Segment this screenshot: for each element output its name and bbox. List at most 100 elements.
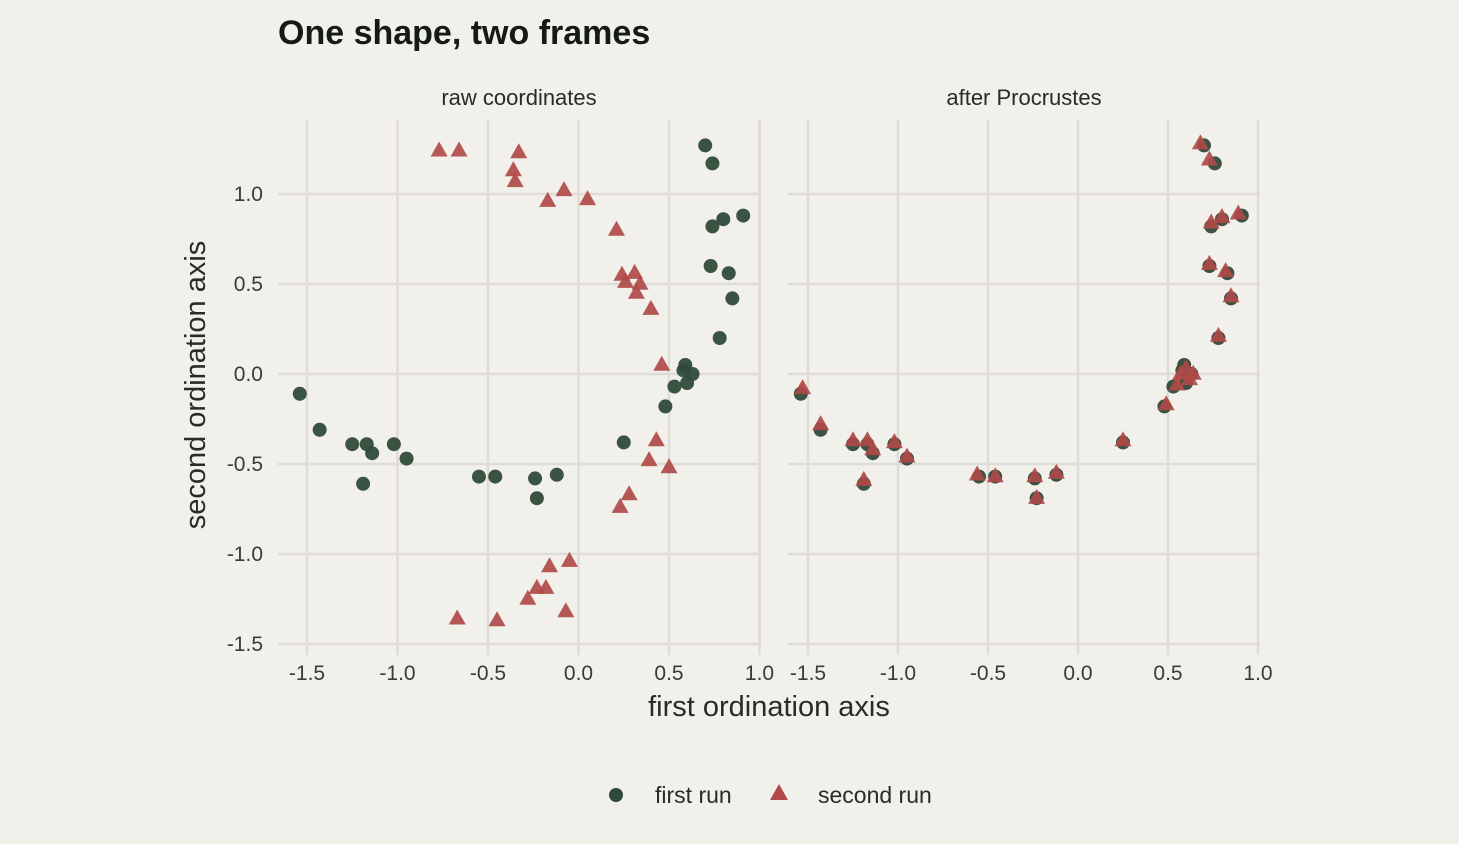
point-second-run: [519, 589, 537, 605]
point-first-run: [685, 367, 700, 381]
point-first-run: [616, 435, 631, 450]
point-first-run: [488, 469, 503, 484]
point-second-run: [1026, 467, 1044, 483]
point-second-run: [448, 609, 466, 625]
y-tick-label: -1.0: [227, 543, 263, 566]
point-second-run: [488, 611, 506, 627]
point-first-run: [356, 476, 371, 491]
point-second-run: [617, 272, 635, 288]
y-tick-label: 1.0: [234, 183, 263, 206]
point-first-run: [386, 437, 401, 452]
point-second-run: [555, 181, 573, 197]
point-second-run: [539, 191, 557, 207]
series-second-run: [794, 134, 1247, 504]
point-second-run: [510, 143, 528, 159]
point-second-run: [1168, 375, 1186, 391]
point-first-run: [703, 259, 718, 273]
x-tick-label: 0.5: [1153, 662, 1182, 685]
point-second-run: [885, 433, 903, 449]
point-second-run: [640, 451, 658, 467]
legend: first run second run: [609, 782, 932, 808]
point-second-run: [528, 578, 546, 594]
x-tick-label: -1.0: [880, 662, 916, 685]
point-second-run: [1114, 431, 1132, 447]
series-second-run: [430, 141, 678, 627]
point-second-run: [626, 263, 644, 279]
point-second-run: [560, 551, 578, 567]
point-first-run: [725, 291, 740, 306]
point-second-run: [1157, 395, 1175, 411]
point-second-run: [812, 415, 830, 431]
x-tick-label: 0.0: [1063, 662, 1092, 685]
point-first-run: [721, 266, 736, 281]
point-second-run: [1200, 150, 1218, 166]
y-tick-label: 0.5: [234, 273, 263, 296]
panel-2: after Procrustes -1.5 -1.0 -0.5 0.0 0.5 1.0: [788, 85, 1273, 685]
point-second-run: [1222, 287, 1240, 303]
point-second-run: [504, 161, 522, 177]
point-second-run: [557, 602, 575, 618]
panel-strip-label: after Procrustes: [946, 85, 1101, 110]
point-first-run: [736, 208, 751, 223]
point-second-run: [844, 431, 862, 447]
panels-layer: raw coordinates -1.5 -1.0 -0.5 0.0 0.5 1.0 -1.5…: [227, 85, 1273, 685]
point-first-run: [658, 399, 673, 414]
point-second-run: [1229, 204, 1247, 220]
x-tick-label: -0.5: [970, 662, 1006, 685]
point-second-run: [864, 440, 882, 456]
point-second-run: [1028, 488, 1046, 504]
y-axis-title: second ordination axis: [180, 241, 212, 530]
point-first-run: [365, 446, 380, 461]
point-first-run: [292, 386, 307, 401]
point-first-run: [345, 437, 360, 452]
legend-circle-icon: [609, 788, 623, 802]
point-second-run: [642, 299, 660, 315]
panel-strip-label: raw coordinates: [441, 85, 596, 110]
point-first-run: [549, 467, 564, 482]
point-first-run: [712, 331, 727, 345]
point-second-run: [506, 172, 524, 188]
x-tick-label: 0.0: [564, 662, 593, 685]
point-second-run: [430, 141, 448, 157]
point-second-run: [653, 355, 671, 371]
legend-item-first-run: first run: [609, 782, 732, 808]
point-second-run: [627, 283, 645, 299]
point-second-run: [1191, 134, 1209, 150]
point-second-run: [1213, 208, 1231, 224]
x-tick-label: -1.5: [289, 662, 325, 685]
x-axis-title: first ordination axis: [648, 691, 890, 723]
x-tick-label: -1.0: [379, 662, 415, 685]
point-first-run: [399, 451, 414, 466]
chart-title: One shape, two frames: [278, 14, 651, 52]
point-second-run: [608, 220, 626, 236]
point-first-run: [667, 379, 682, 394]
point-second-run: [450, 141, 468, 157]
point-first-run: [312, 422, 327, 437]
point-second-run: [1209, 326, 1227, 342]
point-first-run: [716, 212, 731, 227]
point-second-run: [794, 379, 812, 395]
point-first-run: [705, 156, 720, 171]
point-second-run: [647, 431, 665, 447]
x-tick-label: 0.5: [654, 662, 683, 685]
point-first-run: [705, 219, 720, 234]
point-second-run: [1184, 364, 1202, 380]
y-tick-label: -1.5: [227, 633, 263, 656]
point-second-run: [968, 465, 986, 481]
legend-item-second-run: second run: [770, 782, 932, 808]
point-first-run: [698, 138, 713, 153]
y-tick-label: -0.5: [227, 453, 263, 476]
point-second-run: [611, 497, 629, 513]
point-first-run: [471, 469, 486, 484]
legend-label: second run: [818, 782, 932, 808]
point-second-run: [855, 470, 873, 486]
panel-1: raw coordinates -1.5 -1.0 -0.5 0.0 0.5 1.0 -1.5…: [227, 85, 774, 685]
x-tick-label: -1.5: [790, 662, 826, 685]
x-tick-label: -0.5: [470, 662, 506, 685]
series-first-run: [292, 138, 751, 506]
point-first-run: [528, 471, 543, 486]
point-second-run: [1200, 254, 1218, 270]
point-second-run: [1047, 463, 1065, 479]
legend-triangle-icon: [770, 784, 788, 800]
